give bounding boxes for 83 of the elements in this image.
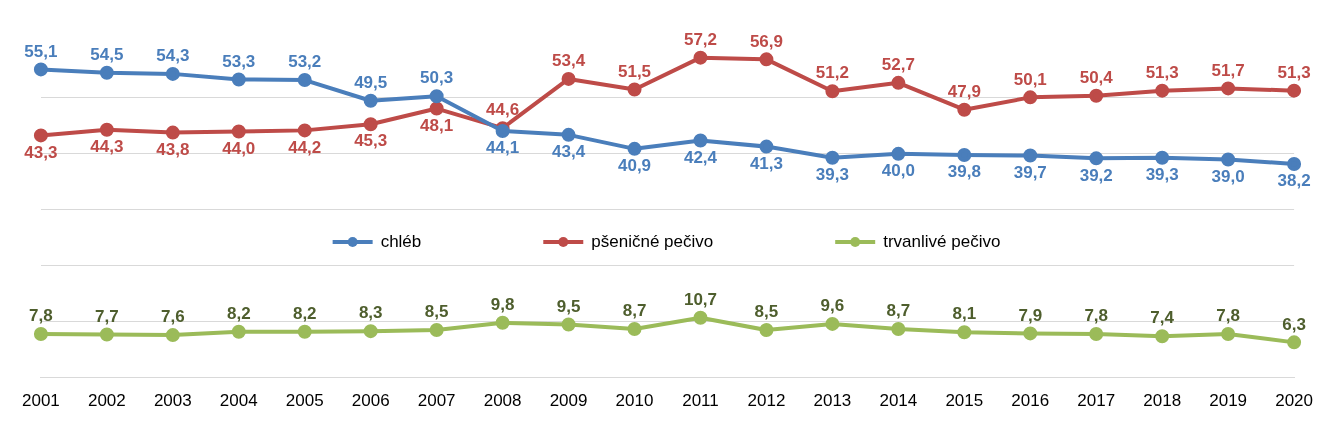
data-label: 39,3 xyxy=(1145,164,1179,184)
data-label: 43,4 xyxy=(552,142,586,162)
data-label: 10,7 xyxy=(683,289,718,309)
data-label: 44,6 xyxy=(486,100,520,120)
x-tick-label: 2017 xyxy=(1077,391,1116,411)
x-tick-label: 2009 xyxy=(549,391,588,411)
x-tick-label: 2002 xyxy=(87,391,126,411)
data-label: 41,3 xyxy=(749,153,783,173)
x-tick-label: 2007 xyxy=(417,391,456,411)
data-label: 39,7 xyxy=(1013,162,1047,182)
data-label: 8,5 xyxy=(424,302,449,322)
data-label: 44,0 xyxy=(222,138,256,158)
data-label: 43,3 xyxy=(24,142,58,162)
data-label: 8,1 xyxy=(952,304,977,324)
data-label: 48,1 xyxy=(420,115,454,135)
data-label: 56,9 xyxy=(749,31,783,51)
data-label: 44,3 xyxy=(90,137,124,156)
data-label: 39,0 xyxy=(1211,166,1245,186)
data-label: 8,2 xyxy=(292,303,317,323)
data-label: 8,2 xyxy=(226,303,251,323)
x-tick-label: 2005 xyxy=(285,391,324,411)
x-tick-label: 2006 xyxy=(351,391,390,411)
data-label: 45,3 xyxy=(354,131,388,151)
data-label: 51,3 xyxy=(1277,62,1311,82)
data-label: 51,5 xyxy=(617,61,652,81)
data-label: 42,4 xyxy=(683,147,718,167)
data-label: 51,7 xyxy=(1211,60,1245,80)
data-label: 51,2 xyxy=(815,63,849,83)
x-tick-label: 2001 xyxy=(22,391,60,411)
data-label: 8,5 xyxy=(754,302,779,322)
legend-label: pšeničné pečivo xyxy=(591,231,714,251)
data-label: 53,2 xyxy=(288,52,322,72)
x-tick-label: 2011 xyxy=(682,391,719,411)
data-label: 50,4 xyxy=(1079,67,1114,87)
x-tick-label: 2008 xyxy=(483,391,522,411)
data-label: 7,8 xyxy=(1216,306,1240,326)
x-tick-label: 2016 xyxy=(1011,391,1050,411)
data-label: 6,3 xyxy=(1282,314,1306,334)
data-label: 54,5 xyxy=(90,44,124,64)
data-label: 49,5 xyxy=(354,72,388,92)
data-label: 43,8 xyxy=(156,139,190,159)
data-label: 38,2 xyxy=(1277,171,1311,191)
data-label: 8,7 xyxy=(886,301,911,321)
x-tick-label: 2015 xyxy=(945,391,984,411)
data-label: 9,5 xyxy=(556,296,581,316)
data-label: 50,1 xyxy=(1013,69,1047,89)
legend-label: trvanlivé pečivo xyxy=(883,231,1001,251)
data-label: 8,7 xyxy=(622,301,647,321)
data-label: 44,2 xyxy=(288,137,322,157)
x-tick-label: 2012 xyxy=(747,391,786,411)
data-label: 7,8 xyxy=(29,306,53,326)
data-label: 44,1 xyxy=(486,138,520,158)
data-label: 9,8 xyxy=(490,294,515,314)
data-label: 39,3 xyxy=(815,164,849,184)
data-label: 7,8 xyxy=(1084,306,1109,326)
legend-label: chléb xyxy=(380,231,422,251)
data-label: 40,0 xyxy=(881,161,915,181)
data-label: 7,9 xyxy=(1018,305,1043,325)
data-label: 53,4 xyxy=(552,51,586,71)
x-tick-label: 2020 xyxy=(1275,391,1313,411)
x-tick-label: 2014 xyxy=(879,391,918,411)
data-label: 54,3 xyxy=(156,46,190,66)
data-label: 47,9 xyxy=(947,81,981,101)
data-label: 8,3 xyxy=(358,303,383,323)
data-label: 7,6 xyxy=(161,307,185,327)
data-label: 53,3 xyxy=(222,51,256,71)
data-label: 55,1 xyxy=(24,41,58,61)
data-label: 9,6 xyxy=(820,296,845,316)
data-label: 7,4 xyxy=(1150,308,1175,328)
x-tick-label: 2019 xyxy=(1209,391,1248,411)
x-tick-label: 2013 xyxy=(813,391,852,411)
x-tick-label: 2018 xyxy=(1143,391,1182,411)
data-label: 57,2 xyxy=(683,29,718,49)
x-tick-label: 2004 xyxy=(219,391,258,411)
data-label: 7,7 xyxy=(95,306,119,326)
data-label: 39,2 xyxy=(1079,165,1113,185)
data-label: 40,9 xyxy=(617,156,652,176)
x-tick-label: 2010 xyxy=(615,391,654,411)
data-label: 52,7 xyxy=(881,55,915,75)
x-tick-label: 2003 xyxy=(153,391,192,411)
data-label: 50,3 xyxy=(420,68,454,88)
data-label: 51,3 xyxy=(1145,62,1179,82)
data-label: 39,8 xyxy=(947,162,981,182)
